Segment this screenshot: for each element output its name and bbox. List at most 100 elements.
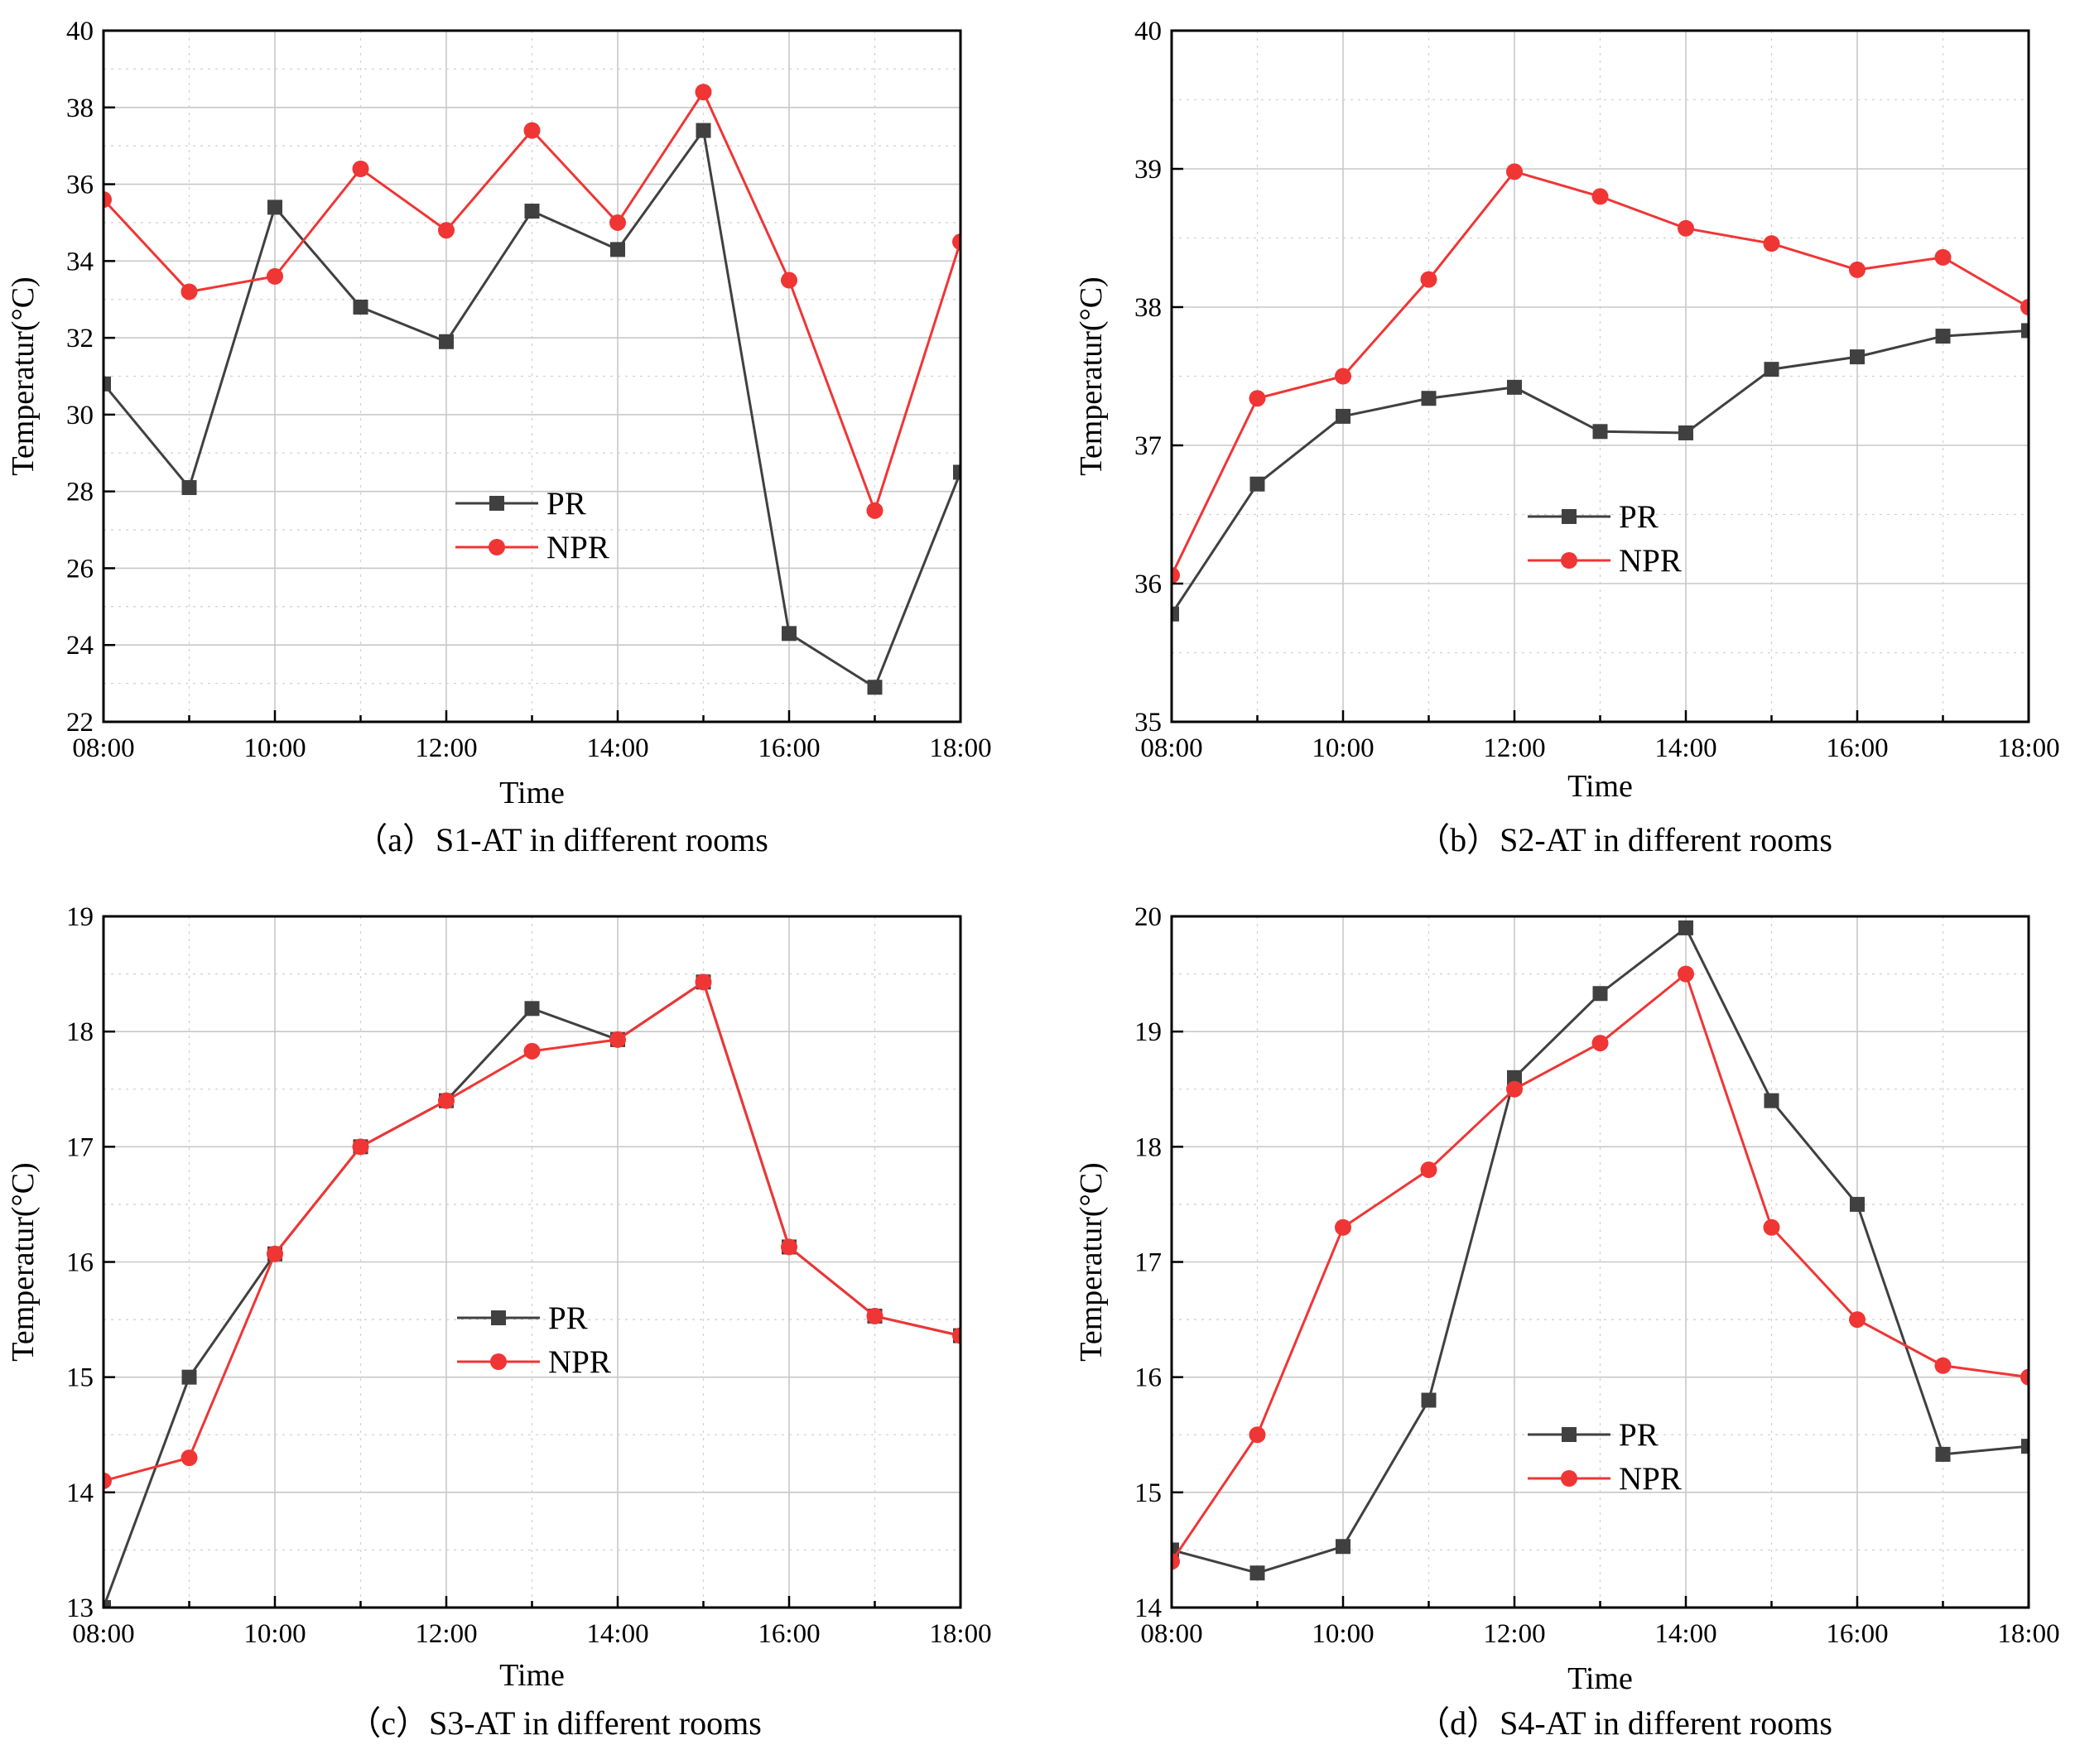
x-tick-label: 10:00	[1312, 733, 1374, 763]
x-tick-label: 10:00	[243, 733, 306, 763]
npr-point	[438, 1092, 455, 1109]
y-tick-label: 18	[66, 1017, 94, 1047]
npr-point	[695, 973, 712, 991]
y-tick-label: 30	[66, 401, 94, 430]
legend: PR NPR	[457, 1300, 611, 1380]
pr-point	[104, 376, 111, 392]
legend-label: PR	[1619, 499, 1659, 535]
pr-point	[1850, 1196, 1865, 1212]
npr-point	[1678, 965, 1694, 983]
legend-label: NPR	[546, 530, 609, 565]
legend-label: PR	[548, 1300, 588, 1336]
x-tick-label: 12:00	[1483, 1619, 1545, 1649]
chart-panel-2: 35 36 37 38 39 40 08:00 10:00 12:00 14:00 16:00 18:…	[1074, 17, 2060, 858]
npr-point	[1934, 1357, 1952, 1374]
y-tick-label: 16	[1134, 1363, 1162, 1393]
chart-panel-3: 13 14 15 16 17 18 19 08:00 10:00 12:00 14:00 16:00 1…	[6, 902, 992, 1742]
npr-point	[1172, 566, 1180, 584]
y-tick-label: 39	[1134, 155, 1162, 185]
y-tick-label: 19	[66, 902, 94, 932]
x-axis-label: Time	[1567, 769, 1633, 804]
legend-marker	[490, 1353, 507, 1370]
x-tick-label: 16:00	[758, 1619, 820, 1649]
x-tick-label: 14:00	[586, 1619, 648, 1649]
y-tick-label: 15	[66, 1363, 94, 1393]
x-tick-label: 16:00	[1826, 1619, 1888, 1649]
x-tick-label: 08:00	[1140, 733, 1202, 763]
legend-marker	[1562, 1427, 1577, 1442]
x-tick-label: 16:00	[758, 733, 820, 763]
y-axis: 13 14 15 16 17 18 19	[66, 902, 115, 1623]
y-tick-label: 13	[66, 1593, 94, 1623]
pr-point	[1935, 1446, 1951, 1462]
figure-caption: （b）S2-AT in different rooms	[1417, 821, 1832, 858]
npr-point	[1591, 1035, 1609, 1052]
npr-point	[2020, 1368, 2029, 1386]
pr-point	[1249, 1565, 1265, 1581]
npr-point	[181, 1449, 198, 1467]
series-npr	[1172, 965, 2029, 1570]
x-tick-label: 10:00	[1312, 1619, 1374, 1649]
y-tick-label: 37	[1134, 431, 1162, 461]
y-axis: 14 15 16 17 18 19 20	[1134, 902, 1183, 1623]
x-axis: 08:00 10:00 12:00 14:00 16:00 18:00	[72, 710, 992, 763]
legend-marker	[1561, 1470, 1577, 1487]
y-tick-label: 34	[66, 247, 94, 276]
legend-marker	[491, 1310, 506, 1325]
legend-marker	[489, 539, 505, 555]
pr-point	[1764, 1093, 1779, 1108]
x-tick-label: 14:00	[1654, 1619, 1716, 1649]
y-tick-label: 15	[1134, 1478, 1162, 1508]
npr-point	[523, 122, 541, 139]
x-tick-label: 08:00	[72, 733, 134, 763]
npr-point	[181, 283, 198, 300]
x-axis-label: Time	[499, 776, 565, 810]
series-npr	[104, 84, 960, 519]
pr-point	[1172, 606, 1179, 622]
y-tick-label: 22	[66, 708, 94, 738]
pr-point	[1336, 1539, 1350, 1555]
npr-point	[1335, 1218, 1351, 1236]
y-tick-label: 20	[1134, 902, 1162, 932]
legend-label: PR	[546, 486, 586, 522]
legend: PR NPR	[1528, 1417, 1682, 1497]
npr-point	[2020, 299, 2029, 315]
npr-point	[1763, 1218, 1780, 1236]
npr-point	[1172, 1553, 1180, 1570]
pr-point	[610, 242, 625, 257]
npr-point	[352, 1138, 369, 1156]
legend-label: PR	[1619, 1417, 1659, 1453]
chart-panel-1: 22 24 26 28 30 32 34 36 38 40 08:00 10:00 12:00 14:00…	[6, 17, 992, 858]
pr-point	[1507, 379, 1522, 395]
pr-point	[1421, 1392, 1437, 1408]
y-tick-label: 36	[1134, 570, 1162, 599]
pr-point	[2021, 323, 2029, 339]
x-tick-label: 08:00	[72, 1619, 134, 1649]
legend-marker	[1562, 509, 1577, 524]
figure-caption: （c）S3-AT in different rooms	[348, 1704, 762, 1742]
npr-point	[866, 502, 883, 519]
legend-marker	[489, 496, 504, 511]
x-tick-label: 16:00	[1826, 733, 1888, 763]
pr-point	[353, 300, 368, 315]
npr-point	[866, 1307, 883, 1324]
pr-point	[1850, 349, 1865, 365]
pr-point	[181, 480, 197, 496]
x-tick-label: 18:00	[1997, 733, 2059, 763]
x-tick-label: 14:00	[1654, 733, 1716, 763]
y-tick-label: 14	[66, 1478, 94, 1508]
npr-point	[695, 84, 712, 101]
y-axis-label: Temperatur(°C)	[1074, 1162, 1109, 1361]
pr-point	[867, 680, 883, 695]
pr-point	[439, 334, 454, 349]
npr-point	[1678, 219, 1694, 237]
series-pr	[104, 974, 960, 1608]
y-tick-label: 36	[66, 171, 94, 200]
x-axis: 08:00 10:00 12:00 14:00 16:00 18:00	[72, 1596, 992, 1649]
figure-caption: （a）S1-AT in different rooms	[354, 821, 768, 858]
y-tick-label: 38	[1134, 293, 1162, 323]
x-tick-label: 14:00	[586, 733, 648, 763]
pr-point	[1507, 1069, 1522, 1085]
x-axis-label: Time	[499, 1658, 565, 1693]
series-pr	[104, 123, 960, 695]
